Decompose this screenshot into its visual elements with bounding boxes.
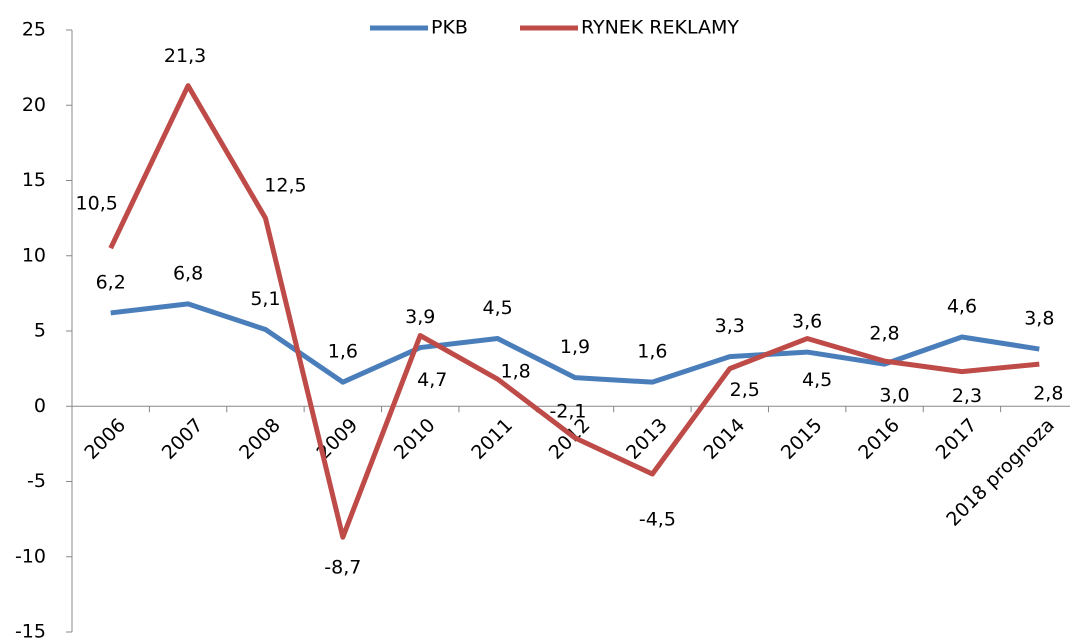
legend-label: RYNEK REKLAMY: [581, 17, 739, 39]
data-label: 2,5: [730, 379, 760, 401]
x-tick-label: 2008: [235, 414, 285, 464]
data-label: 3,3: [715, 315, 745, 337]
y-tick-label: 10: [22, 244, 46, 266]
x-tick-label: 2007: [158, 414, 208, 464]
x-tick-label: 2015: [777, 414, 827, 464]
data-label: 2,8: [1033, 383, 1063, 405]
data-label: 4,7: [417, 369, 447, 391]
y-tick-label: -10: [15, 545, 46, 567]
data-label: 4,5: [802, 369, 832, 391]
x-tick-label: 2010: [390, 414, 440, 464]
data-label: 1,6: [328, 341, 358, 363]
data-label: 4,6: [947, 296, 977, 318]
y-tick-label: 25: [22, 19, 46, 41]
x-tick-label: 2006: [80, 414, 130, 464]
data-label: 3,6: [792, 311, 822, 333]
x-tick-label: 2014: [699, 414, 749, 464]
y-tick-label: -5: [27, 470, 46, 492]
series-line: [110, 301, 1040, 385]
data-label: 6,8: [173, 262, 203, 284]
data-label: 1,6: [637, 341, 667, 363]
data-label: -4,5: [639, 508, 676, 530]
data-label: 2,3: [952, 385, 982, 407]
series-line: [108, 83, 1040, 540]
y-tick-label: -15: [15, 621, 46, 641]
data-label: 3,8: [1024, 308, 1054, 330]
data-label: 21,3: [164, 45, 206, 67]
data-label: 2,8: [869, 323, 899, 345]
legend-label: PKB: [431, 17, 468, 39]
y-tick-label: 15: [22, 169, 46, 191]
data-label: -2,1: [549, 400, 586, 422]
data-label: 3,0: [879, 385, 909, 407]
x-tick-label: 2016: [854, 414, 904, 464]
y-tick-label: 0: [34, 395, 46, 417]
data-label: -8,7: [324, 557, 361, 579]
data-label: 12,5: [264, 175, 306, 197]
y-tick-label: 5: [34, 320, 46, 342]
x-tick-label: 2011: [467, 414, 517, 464]
y-tick-label: 20: [22, 94, 46, 116]
data-label: 5,1: [250, 288, 280, 310]
data-label: 4,5: [483, 297, 513, 319]
data-label: 6,2: [96, 271, 126, 293]
x-tick-label: 2017: [932, 414, 982, 464]
data-label: 10,5: [76, 193, 118, 215]
data-label: 1,8: [501, 361, 531, 383]
data-label: 1,9: [560, 336, 590, 358]
data-label: 3,9: [405, 306, 435, 328]
